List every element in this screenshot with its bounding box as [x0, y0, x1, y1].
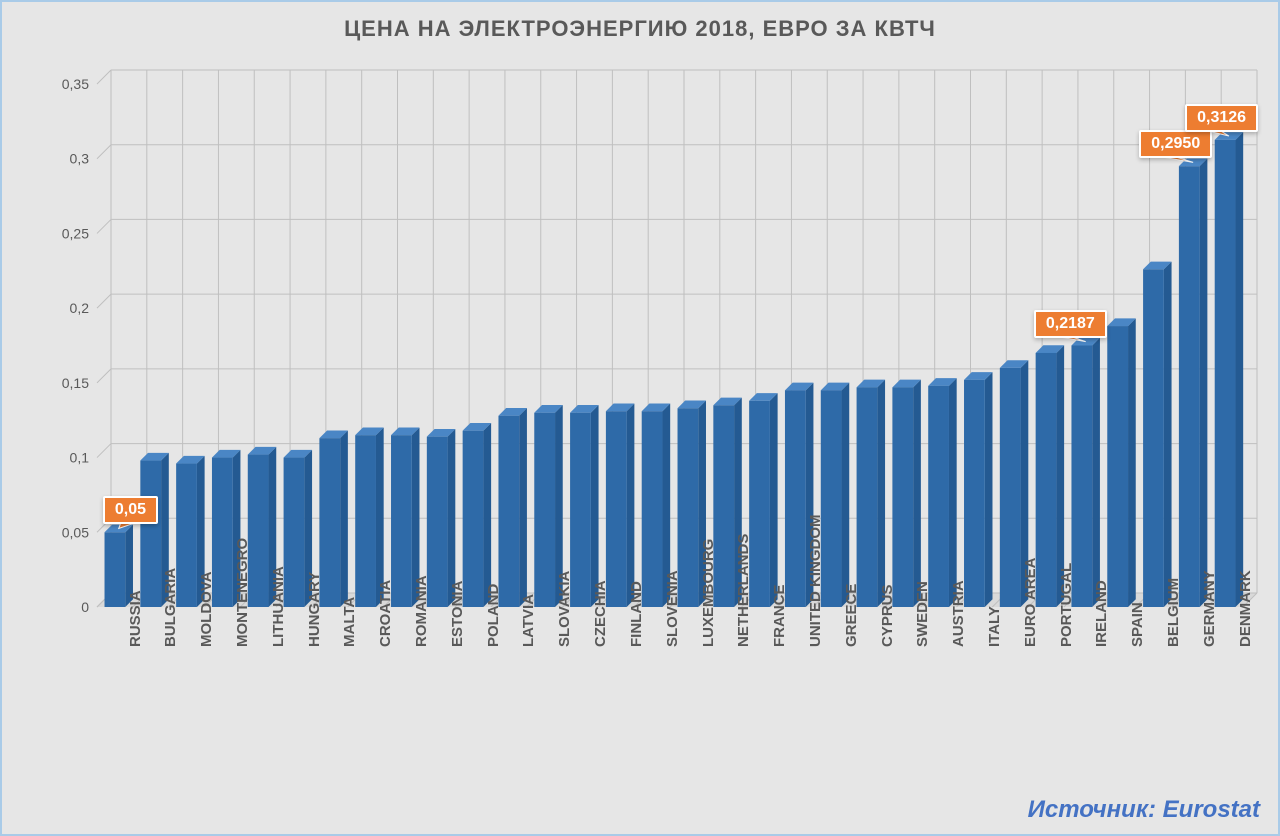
x-axis-label: BULGARIA: [162, 568, 179, 647]
x-axis-label: IRELAND: [1093, 580, 1110, 647]
chart-title: ЦЕНА НА ЭЛЕКТРОЭНЕРГИЮ 2018, ЕВРО ЗА КВТ…: [2, 2, 1278, 42]
svg-text:0,1: 0,1: [70, 450, 90, 466]
x-axis-label: GREECE: [843, 584, 860, 647]
x-axis-label: FINLAND: [628, 581, 645, 647]
data-callout: 0,05: [103, 496, 158, 524]
x-axis-label: LITHUANIA: [270, 566, 287, 647]
x-axis-label: LATVIA: [520, 594, 537, 647]
svg-text:0,35: 0,35: [62, 76, 89, 92]
data-callout: 0,2950: [1139, 130, 1212, 158]
x-axis-label: DENMARK: [1237, 570, 1254, 647]
x-axis-label: ITALY: [986, 606, 1003, 647]
x-axis-label: SPAIN: [1129, 602, 1146, 647]
x-axis-label: UNITED KINGDOM: [807, 515, 824, 648]
x-axis-label: ROMANIA: [413, 575, 430, 647]
x-axis-label: BELGIUM: [1165, 578, 1182, 647]
svg-text:0,05: 0,05: [62, 524, 89, 540]
chart-area: 0 0,05 0,1 0,15 0,2 0,25 0,3 0,35: [37, 62, 1253, 642]
source-label: Источник: Eurostat: [1028, 796, 1260, 824]
x-axis-label: CYPRUS: [879, 584, 896, 647]
x-axis-label: CROATIA: [377, 580, 394, 647]
x-axis-label: SWEDEN: [914, 581, 931, 647]
svg-text:0,15: 0,15: [62, 375, 89, 391]
x-axis-label: PORTUGAL: [1058, 563, 1075, 647]
x-axis-label: POLAND: [485, 584, 502, 647]
x-axis-labels: RUSSIABULGARIAMOLDOVAMONTENEGROLITHUANIA…: [37, 642, 1253, 792]
x-axis-label: EURO AREA: [1022, 558, 1039, 647]
x-axis-label: NETHERLANDS: [735, 534, 752, 647]
x-axis-label: MALTA: [341, 597, 358, 647]
x-axis-label: AUSTRIA: [950, 580, 967, 647]
x-axis-label: LUXEMBOURG: [700, 539, 717, 647]
x-axis-label: CZECHIA: [592, 580, 609, 647]
x-axis-label: FRANCE: [771, 585, 788, 648]
svg-text:0: 0: [81, 599, 89, 615]
x-axis-label: SLOVENIA: [664, 570, 681, 647]
x-axis-label: RUSSIA: [127, 590, 144, 647]
svg-text:0,3: 0,3: [70, 151, 90, 167]
chart-frame: ЦЕНА НА ЭЛЕКТРОЭНЕРГИЮ 2018, ЕВРО ЗА КВТ…: [0, 0, 1280, 836]
svg-text:0,25: 0,25: [62, 225, 89, 241]
x-axis-label: GERMANY: [1201, 570, 1218, 647]
x-axis-label: SLOVAKIA: [556, 571, 573, 647]
x-axis-label: MOLDOVA: [198, 571, 215, 647]
x-axis-label: HUNGARY: [306, 572, 323, 647]
svg-text:0,2: 0,2: [70, 300, 90, 316]
x-axis-label: MONTENEGRO: [234, 538, 251, 647]
data-callout: 0,2187: [1034, 310, 1107, 338]
x-axis-label: ESTONIA: [449, 581, 466, 647]
data-callout: 0,3126: [1185, 104, 1258, 132]
bar-chart-svg: 0 0,05 0,1 0,15 0,2 0,25 0,3 0,35: [37, 62, 1253, 642]
